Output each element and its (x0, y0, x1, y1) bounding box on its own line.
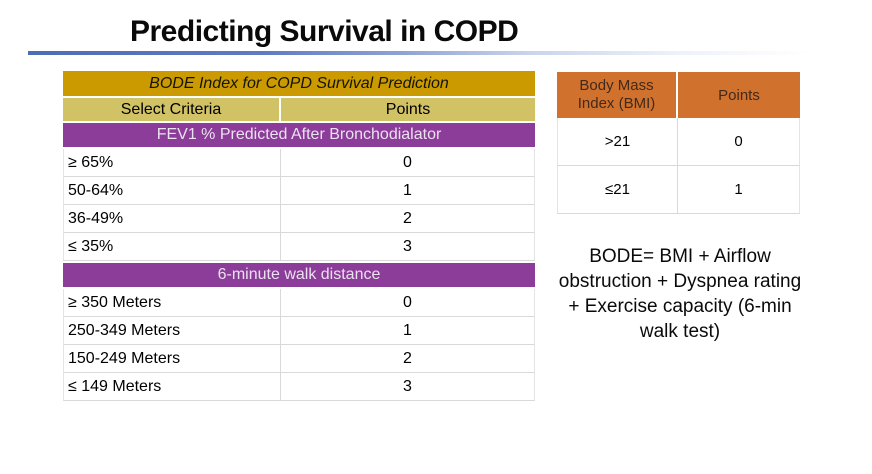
table-row: 50-64% 1 (63, 177, 535, 205)
bode-table-column-headers: Select Criteria Points (63, 98, 535, 121)
criteria-cell: 36-49% (64, 205, 281, 232)
bode-table-title: BODE Index for COPD Survival Prediction (63, 71, 535, 96)
column-header-bmi: Body Mass Index (BMI) (557, 72, 676, 118)
section-header-walk-distance: 6-minute walk distance (63, 263, 535, 287)
points-cell: 3 (403, 237, 412, 255)
table-row: ≥ 65% 0 (63, 149, 535, 177)
points-cell: 0 (403, 293, 412, 311)
points-cell: 1 (403, 321, 412, 339)
points-cell: 0 (734, 133, 743, 150)
table-row: 36-49% 2 (63, 205, 535, 233)
column-header-select-criteria: Select Criteria (63, 98, 279, 121)
section-header-fev1: FEV1 % Predicted After Bronchodialator (63, 123, 535, 147)
points-cell: 2 (403, 349, 412, 367)
criteria-cell: 250-349 Meters (64, 317, 281, 344)
column-header-points: Points (678, 72, 800, 118)
table-row: 150-249 Meters 2 (63, 345, 535, 373)
title-underline-rule (28, 51, 860, 55)
column-header-points: Points (281, 98, 535, 121)
points-cell: 2 (403, 209, 412, 227)
criteria-cell: ≥ 65% (64, 149, 281, 176)
points-cell: 1 (403, 181, 412, 199)
bmi-table: Body Mass Index (BMI) Points >21 0 ≤21 1 (557, 72, 800, 214)
points-cell: 1 (734, 181, 743, 198)
page-title: Predicting Survival in COPD (130, 15, 519, 48)
criteria-cell: 150-249 Meters (64, 345, 281, 372)
table-row: 250-349 Meters 1 (63, 317, 535, 345)
points-cell: 0 (403, 153, 412, 171)
bmi-cell: >21 (558, 118, 678, 165)
bmi-cell: ≤21 (558, 166, 678, 213)
table-row: ≤21 1 (557, 166, 800, 214)
criteria-cell: ≤ 149 Meters (64, 373, 281, 400)
table-row: ≥ 350 Meters 0 (63, 289, 535, 317)
bode-index-table: BODE Index for COPD Survival Prediction … (63, 71, 535, 401)
criteria-cell: ≤ 35% (64, 233, 281, 260)
points-cell: 3 (403, 377, 412, 395)
table-row: ≤ 149 Meters 3 (63, 373, 535, 401)
bmi-table-column-headers: Body Mass Index (BMI) Points (557, 72, 800, 118)
bode-formula-text: BODE= BMI + Airflow obstruction + Dyspne… (558, 246, 802, 342)
criteria-cell: 50-64% (64, 177, 281, 204)
criteria-cell: ≥ 350 Meters (64, 289, 281, 316)
table-row: ≤ 35% 3 (63, 233, 535, 261)
table-row: >21 0 (557, 118, 800, 166)
